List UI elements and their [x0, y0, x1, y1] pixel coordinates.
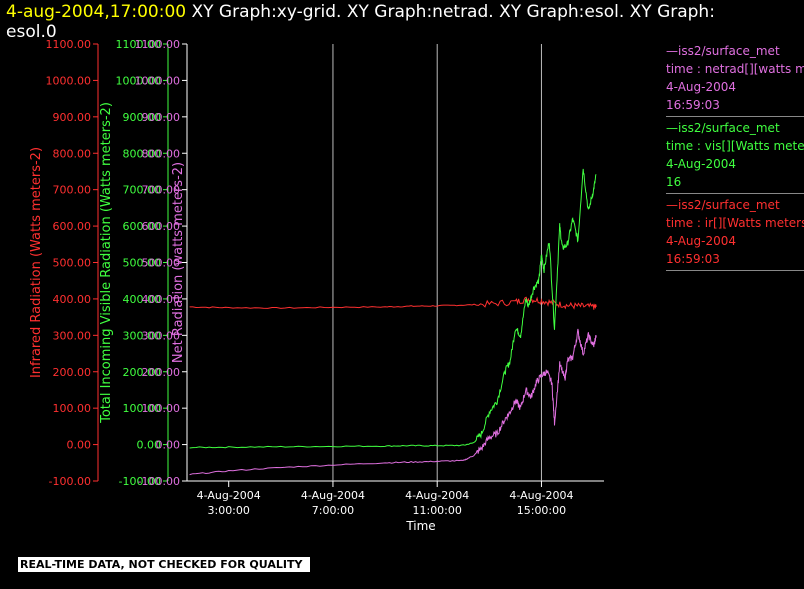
y-axis-label-2: Net Radiation (watts meters-2): [171, 162, 186, 363]
y-axis-label-0: Infrared Radiation (Watts meters-2): [29, 147, 44, 378]
y-tick-label: 800.00: [53, 147, 92, 160]
legend-source: —iss2/surface_met: [666, 121, 780, 135]
x-tick-date: 4-Aug-2004: [509, 489, 573, 502]
y-tick-label: -100.00: [138, 475, 180, 488]
x-tick-date: 4-Aug-2004: [405, 489, 469, 502]
legend-time: 16:59:03: [666, 252, 720, 266]
y-tick-label: 0.00: [67, 439, 92, 452]
y-tick-label: -100.00: [119, 475, 161, 488]
y-tick-label: 200.00: [53, 366, 92, 379]
legend-variable: time : netrad[][watts meters-2]: [666, 62, 804, 76]
y-tick-label: 600.00: [123, 220, 162, 233]
y-tick-label: 700.00: [53, 184, 92, 197]
x-tick-date: 4-Aug-2004: [197, 489, 261, 502]
legend-date: 4-Aug-2004: [666, 234, 737, 248]
x-tick-time: 15:00:00: [517, 504, 566, 517]
graph-title: XY Graph:xy-grid. XY Graph:netrad. XY Gr…: [186, 2, 715, 22]
y-tick-label: 700.00: [123, 184, 162, 197]
x-tick-time: 7:00:00: [312, 504, 354, 517]
legend-time: 16: [666, 175, 682, 189]
y-tick-label: 700.00: [142, 184, 181, 197]
window-title: 4-aug-2004,17:00:00 XY Graph:xy-grid. XY…: [6, 2, 796, 42]
y-tick-label: 900.00: [123, 111, 162, 124]
y-axis-label-1: Total Incoming Visible Radiation (Watts …: [99, 102, 114, 424]
y-tick-label: 100.00: [53, 402, 92, 415]
quality-note: REAL-TIME DATA, NOT CHECKED FOR QUALITY: [18, 557, 311, 572]
timestamp: 4-aug-2004,17:00:00: [6, 2, 187, 22]
y-tick-label: 800.00: [123, 147, 162, 160]
series-line-vis: [189, 168, 597, 449]
y-tick-label: -100.00: [49, 475, 91, 488]
y-tick-label: 900.00: [142, 111, 181, 124]
y-tick-label: 300.00: [123, 329, 162, 342]
x-tick-time: 3:00:00: [207, 504, 249, 517]
y-tick-label: 600.00: [53, 220, 92, 233]
y-tick-label: 200.00: [123, 366, 162, 379]
x-tick-date: 4-Aug-2004: [301, 489, 365, 502]
y-tick-label: 400.00: [53, 293, 92, 306]
y-tick-label: 500.00: [53, 257, 92, 270]
series-line-ir: [189, 296, 597, 310]
y-tick-label: 900.00: [53, 111, 92, 124]
graph-title-line2: esol.0: [6, 22, 57, 42]
legend-entry-netrad: —iss2/surface_met time : netrad[][watts …: [666, 42, 804, 117]
y-tick-label: 1000.00: [46, 74, 92, 87]
y-tick-label: 800.00: [142, 147, 181, 160]
y-tick-label: 500.00: [142, 257, 181, 270]
y-tick-label: 400.00: [142, 293, 181, 306]
series-line-netrad: [189, 328, 597, 476]
y-tick-label: 300.00: [142, 329, 181, 342]
y-tick-label: 300.00: [53, 329, 92, 342]
legend-time: 16:59:03: [666, 98, 720, 112]
legend-variable: time : ir[][Watts meters-2]: [666, 216, 804, 230]
y-tick-label: 1100.00: [46, 38, 92, 51]
legend-source: —iss2/surface_met: [666, 198, 780, 212]
y-tick-label: 1000.00: [116, 74, 162, 87]
y-tick-label: 100.00: [142, 402, 181, 415]
legend-variable: time : vis[][Watts meters-2]: [666, 139, 804, 153]
y-tick-label: 100.00: [123, 402, 162, 415]
legend: —iss2/surface_met time : netrad[][watts …: [666, 42, 804, 273]
x-tick-time: 11:00:00: [412, 504, 461, 517]
legend-entry-ir: —iss2/surface_met time : ir[][Watts mete…: [666, 196, 804, 271]
y-tick-label: 600.00: [142, 220, 181, 233]
y-tick-label: 1000.00: [135, 74, 181, 87]
legend-entry-vis: —iss2/surface_met time : vis[][Watts met…: [666, 119, 804, 194]
legend-date: 4-Aug-2004: [666, 157, 737, 171]
legend-source: —iss2/surface_met: [666, 44, 780, 58]
y-tick-label: 200.00: [142, 366, 181, 379]
y-tick-label: 1100.00: [116, 38, 162, 51]
y-tick-label: 1100.00: [135, 38, 181, 51]
y-tick-label: 400.00: [123, 293, 162, 306]
y-tick-label: 0.00: [156, 439, 181, 452]
y-tick-label: 0.00: [137, 439, 162, 452]
x-axis-label: Time: [405, 519, 435, 533]
y-tick-label: 500.00: [123, 257, 162, 270]
legend-date: 4-Aug-2004: [666, 80, 737, 94]
